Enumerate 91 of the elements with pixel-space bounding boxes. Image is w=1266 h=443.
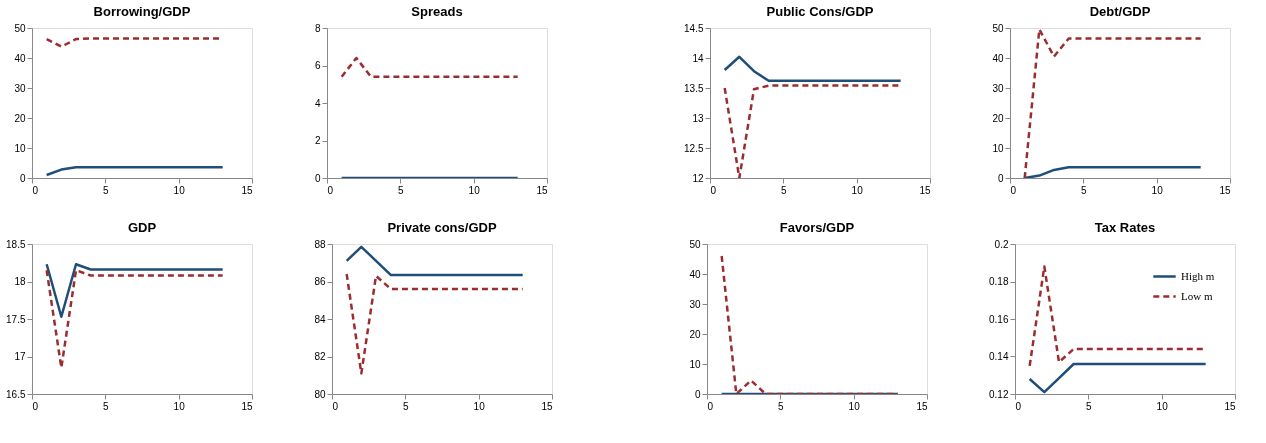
y-tick-label: 12 (692, 172, 704, 184)
x-tick-label: 5 (1081, 184, 1088, 196)
chart-title: Private cons/GDP (387, 220, 497, 235)
x-tick-label: 10 (848, 400, 861, 412)
x-tick-label: 15 (1224, 400, 1236, 412)
x-tick-label: 5 (398, 184, 405, 196)
y-tick-label: 50 (992, 22, 1004, 34)
y-tick-label: 0 (19, 172, 26, 184)
legend-label: Low m (1181, 289, 1213, 302)
y-tick-label: 84 (314, 313, 326, 325)
y-tick-label: 50 (689, 238, 701, 250)
x-tick-label: 5 (778, 400, 785, 412)
x-tick-label: 0 (32, 400, 39, 412)
y-tick-label: 0.18 (989, 276, 1009, 287)
x-tick-label: 10 (851, 184, 864, 196)
y-tick-label: 17.5 (6, 313, 26, 325)
line-series (723, 55, 902, 83)
y-tick-label: 30 (14, 82, 26, 94)
x-tick-label: 5 (403, 400, 410, 412)
chart-title: Tax Rates (1094, 220, 1156, 235)
y-tick-label: 0.16 (989, 313, 1009, 325)
y-tick-label: 14 (692, 52, 704, 64)
y-tick-label: 40 (689, 268, 701, 280)
line-series (345, 272, 524, 375)
x-tick-label: 15 (1219, 184, 1231, 196)
y-tick-label: 12.5 (684, 142, 704, 154)
y-tick-label: 10 (992, 142, 1004, 154)
y-tick-label: 0 (694, 388, 701, 400)
y-tick-label: 20 (689, 328, 701, 340)
x-tick-label: 0 (32, 184, 39, 196)
x-tick-label: 0 (327, 184, 334, 196)
y-tick-label: 14.5 (684, 22, 704, 34)
x-tick-label: 5 (103, 400, 110, 412)
y-tick-label: 17 (14, 351, 26, 362)
y-tick-label: 13.5 (684, 82, 704, 94)
y-tick-label: 4 (314, 97, 321, 109)
chart-title: Spreads (411, 4, 463, 19)
x-tick-label: 15 (919, 184, 931, 196)
x-tick-label: 10 (468, 184, 481, 196)
y-tick-label: 0 (314, 172, 321, 184)
x-tick-label: 0 (707, 400, 714, 412)
y-tick-label: 18.5 (6, 238, 26, 250)
y-tick-label: 0.12 (989, 388, 1009, 400)
line-series (1023, 165, 1202, 178)
y-tick-label: 0 (997, 172, 1004, 184)
y-tick-label: 30 (689, 298, 701, 310)
y-tick-label: 80 (314, 388, 326, 400)
x-tick-label: 5 (103, 184, 110, 196)
y-tick-label: 13 (692, 112, 704, 124)
chart-title: GDP (127, 220, 157, 235)
y-tick-label: 20 (992, 112, 1004, 124)
x-tick-label: 5 (781, 184, 788, 196)
y-tick-label: 0.14 (989, 351, 1009, 362)
y-tick-label: 20 (14, 112, 26, 124)
x-tick-label: 15 (536, 184, 548, 196)
y-tick-label: 0.2 (994, 238, 1009, 250)
y-tick-label: 10 (689, 358, 701, 370)
y-tick-label: 82 (314, 351, 326, 362)
x-tick-label: 0 (710, 184, 717, 196)
x-tick-label: 10 (473, 400, 486, 412)
x-tick-label: 15 (241, 184, 253, 196)
x-tick-label: 10 (173, 400, 186, 412)
legend-label: High m (1181, 269, 1215, 282)
x-tick-label: 0 (1015, 400, 1022, 412)
x-tick-label: 0 (332, 400, 339, 412)
y-tick-label: 2 (314, 135, 321, 146)
chart-title: Public Cons/GDP (766, 4, 874, 19)
y-tick-label: 16.5 (6, 388, 26, 400)
y-tick-label: 40 (14, 52, 26, 64)
y-tick-label: 8 (314, 22, 321, 34)
x-tick-label: 10 (1156, 400, 1169, 412)
chart-title: Favors/GDP (779, 220, 855, 235)
y-tick-label: 10 (14, 142, 26, 154)
y-tick-label: 86 (314, 276, 326, 287)
line-series (1023, 28, 1202, 178)
x-tick-label: 15 (241, 400, 253, 412)
y-tick-label: 18 (14, 276, 26, 287)
y-tick-label: 40 (992, 52, 1004, 64)
x-tick-label: 10 (1151, 184, 1164, 196)
x-tick-label: 10 (173, 184, 186, 196)
y-tick-label: 50 (14, 22, 26, 34)
y-tick-label: 6 (314, 60, 321, 71)
x-tick-label: 15 (541, 400, 553, 412)
y-tick-label: 30 (992, 82, 1004, 94)
chart-title: Borrowing/GDP (93, 4, 191, 19)
chart-title: Debt/GDP (1089, 4, 1151, 19)
y-tick-label: 88 (314, 238, 326, 250)
x-tick-label: 5 (1086, 400, 1093, 412)
line-series (1028, 362, 1207, 394)
x-tick-label: 15 (916, 400, 928, 412)
x-tick-label: 0 (1010, 184, 1017, 196)
